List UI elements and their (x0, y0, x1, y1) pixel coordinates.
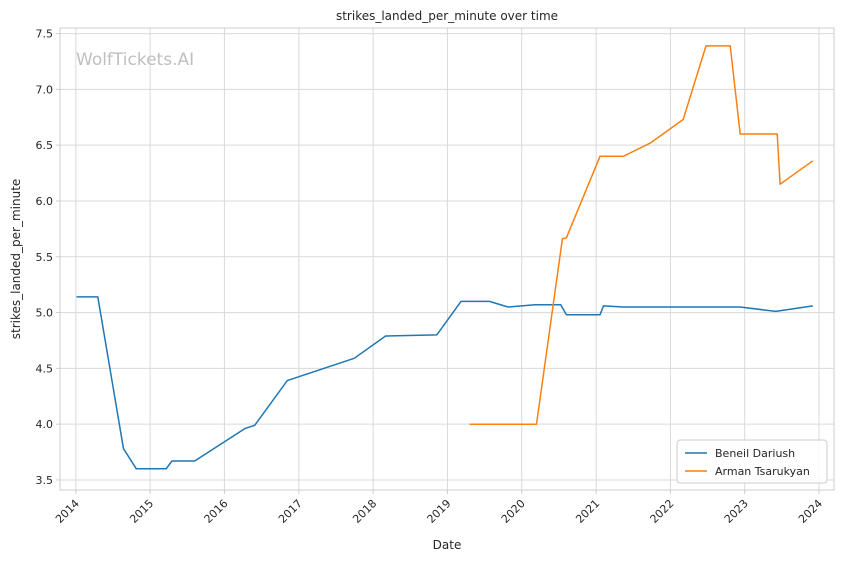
y-tick-label: 3.5 (36, 474, 54, 487)
series-line-1 (76, 296, 813, 470)
y-tick-labels: 3.5 4.0 4.5 5.0 5.5 6.0 6.5 7.0 7.5 (36, 28, 60, 487)
legend-label-1: Beneil Dariush (715, 447, 795, 460)
legend-box (676, 439, 828, 484)
watermark-logo: WolfTickets.AI (76, 50, 194, 70)
series-layer (76, 45, 814, 470)
x-tick-label: 2017 (276, 497, 305, 526)
chart-title: strikes_landed_per_minute over time (336, 9, 558, 23)
x-tick-label: 2022 (648, 497, 677, 526)
x-tick-label: 2018 (350, 497, 379, 526)
y-tick-label: 7.5 (36, 28, 54, 41)
y-tick-label: 7.0 (36, 83, 54, 96)
series-line-2 (469, 45, 814, 425)
y-tick-label: 5.5 (36, 251, 54, 264)
y-tick-label: 6.0 (36, 195, 54, 208)
x-axis-label: Date (433, 538, 462, 552)
x-tick-label: 2023 (722, 497, 751, 526)
legend: Beneil Dariush Arman Tsarukyan (676, 439, 828, 484)
y-axis-label: strikes_landed_per_minute (9, 179, 23, 340)
x-tick-label: 2015 (127, 497, 156, 526)
x-gridlines (75, 28, 820, 490)
y-tick-label: 5.0 (36, 307, 54, 320)
legend-label-2: Arman Tsarukyan (715, 465, 810, 478)
x-tick-label: 2016 (202, 497, 231, 526)
x-tick-label: 2019 (425, 497, 454, 526)
x-tick-label: 2024 (796, 497, 825, 526)
y-tick-label: 6.5 (36, 139, 54, 152)
x-tick-label: 2014 (53, 497, 82, 526)
y-tick-label: 4.5 (36, 362, 54, 375)
y-gridlines (60, 33, 834, 481)
x-tick-labels: 2014 2015 2016 2017 2018 2019 2020 2021 2022 2023… (53, 490, 825, 526)
y-tick-label: 4.0 (36, 418, 54, 431)
x-tick-label: 2020 (499, 497, 528, 526)
x-tick-label: 2021 (573, 497, 602, 526)
